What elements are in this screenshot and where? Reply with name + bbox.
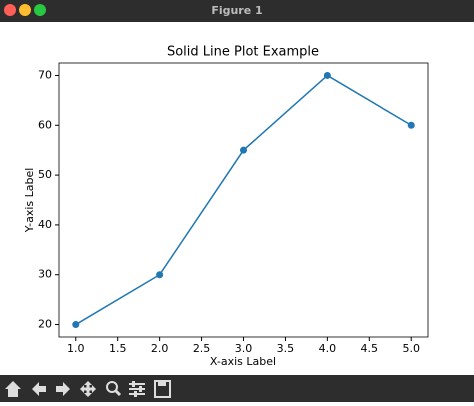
x-tick-label: 3.0 xyxy=(235,342,253,355)
y-tick-label: 70 xyxy=(38,68,52,81)
zoom-tool-button[interactable] xyxy=(106,381,122,397)
y-tick-label: 50 xyxy=(38,168,52,181)
close-button[interactable] xyxy=(4,4,16,16)
plot-frame xyxy=(58,62,429,338)
figure-background xyxy=(0,22,474,375)
x-tick-label: 1.0 xyxy=(67,342,85,355)
y-axis-label: Y-axis Label xyxy=(23,168,36,234)
pan-button[interactable] xyxy=(80,381,96,397)
home-button[interactable] xyxy=(5,381,21,397)
x-tick-label: 2.5 xyxy=(193,342,211,355)
chart-title: Solid Line Plot Example xyxy=(167,45,319,60)
marker xyxy=(323,71,331,79)
y-tick-label: 20 xyxy=(38,318,52,331)
marker xyxy=(156,271,164,279)
marker xyxy=(240,146,247,154)
x-tick-label: 4.5 xyxy=(361,342,379,355)
configure-button[interactable] xyxy=(129,381,145,397)
x-tick-label: 2.0 xyxy=(151,342,169,355)
title-bar xyxy=(0,0,474,22)
forward-button[interactable] xyxy=(56,382,70,396)
back-button[interactable] xyxy=(32,382,46,396)
save-button[interactable] xyxy=(154,380,171,398)
x-tick-label: 3.5 xyxy=(277,342,295,355)
y-tick-label: 30 xyxy=(38,268,52,281)
x-axis-label: X-axis Label xyxy=(210,355,276,368)
minimize-button[interactable] xyxy=(19,4,31,16)
x-tick-label: 4.0 xyxy=(319,342,337,355)
x-tick-label: 1.5 xyxy=(109,342,127,355)
window-title: Figure 1 xyxy=(211,4,262,17)
marker xyxy=(407,121,415,129)
x-tick-label: 5.0 xyxy=(402,342,420,355)
toolbar xyxy=(0,375,474,402)
y-tick-label: 60 xyxy=(38,118,52,131)
y-tick-label: 40 xyxy=(38,218,52,231)
zoom-button[interactable] xyxy=(34,4,46,16)
marker xyxy=(72,321,80,329)
